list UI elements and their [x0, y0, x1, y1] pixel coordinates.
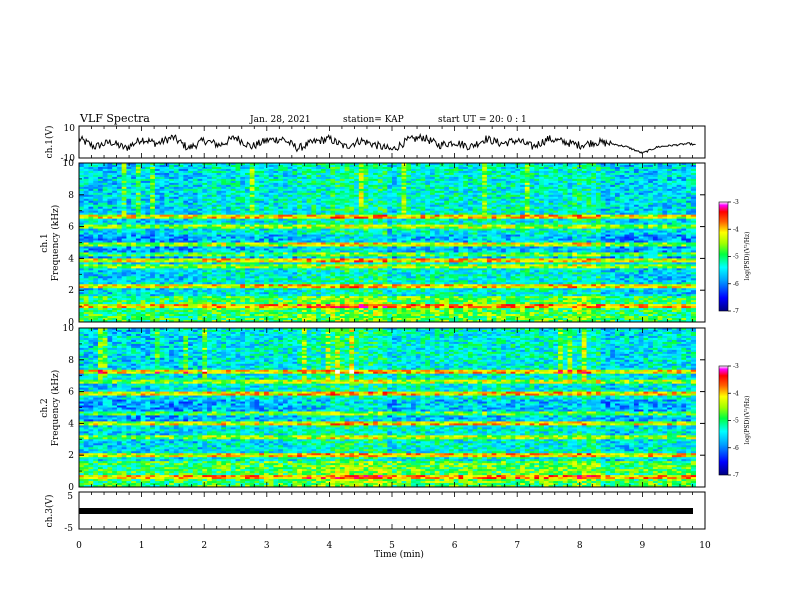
ch1-ytick-top: 10	[64, 124, 76, 134]
header-start-time: start UT = 20: 0 : 1	[438, 115, 527, 125]
ch1-waveform-ylabel: ch.1(V)	[44, 126, 55, 159]
ch1-waveform-panel: 10 -10 ch.1(V)	[44, 124, 705, 164]
header-station: station= KAP	[343, 115, 404, 125]
header-date: Jan. 28, 2021	[249, 115, 311, 125]
figure-title: VLF Spectra	[79, 112, 150, 125]
ch1-spectrogram-image	[79, 163, 696, 322]
